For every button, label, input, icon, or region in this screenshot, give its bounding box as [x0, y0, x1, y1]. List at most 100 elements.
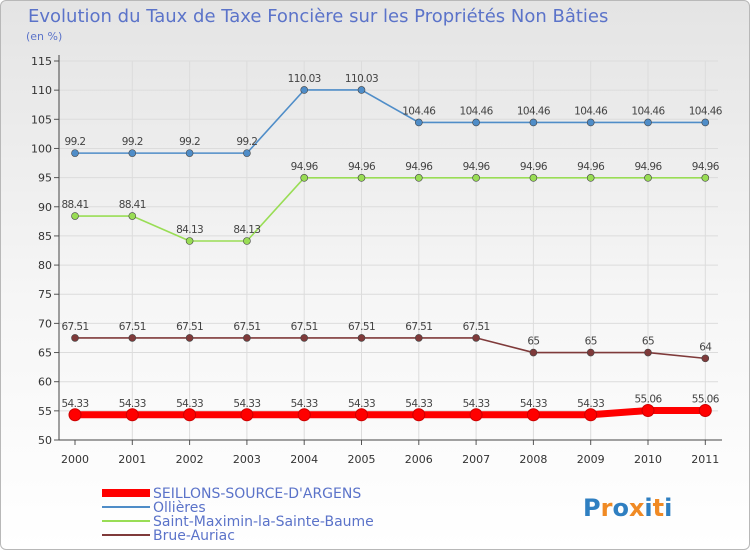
x-tick-label: 2000: [61, 453, 89, 466]
y-tick-label: 70: [38, 317, 52, 330]
data-point: [529, 174, 538, 182]
data-label: 84.13: [233, 224, 260, 236]
data-label: 104.46: [631, 105, 665, 117]
data-label: 65: [642, 336, 654, 348]
proxiti-logo: Proxiti: [583, 494, 672, 522]
data-point: [357, 86, 366, 94]
legend-label: SEILLONS-SOURCE-D'ARGENS: [153, 486, 361, 502]
data-label: 104.46: [574, 105, 608, 117]
y-tick-label: 90: [38, 201, 52, 214]
data-label: 94.96: [463, 161, 491, 173]
data-label: 110.03: [288, 73, 321, 85]
data-point: [701, 174, 710, 182]
data-point: [71, 212, 79, 220]
data-point: [414, 174, 423, 182]
data-label: 54.33: [233, 398, 260, 410]
data-label: 54.33: [520, 398, 547, 410]
y-tick-label: 55: [38, 405, 52, 418]
data-point: [185, 334, 194, 342]
y-tick-label: 110: [31, 84, 52, 97]
x-tick-label: 2002: [176, 453, 204, 466]
data-label: 99.2: [122, 136, 143, 148]
data-point: [701, 118, 710, 127]
data-point: [185, 237, 194, 245]
data-label: 65: [585, 336, 597, 348]
y-tick-label: 105: [31, 113, 52, 126]
data-point: [412, 408, 426, 422]
logo-letter: t: [653, 494, 664, 522]
data-label: 67.51: [61, 321, 88, 333]
data-point: [243, 237, 251, 245]
data-label: 67.51: [119, 321, 146, 333]
data-label: 67.51: [405, 321, 432, 333]
x-tick-label: 2009: [577, 453, 605, 466]
y-tick-label: 75: [38, 288, 52, 301]
y-tick-label: 85: [38, 230, 52, 243]
y-tick-label: 115: [31, 55, 52, 68]
axes: 50 55 60 65 70 75 80 85 90 95 100 105 110 115 2000 2001…: [31, 55, 722, 466]
data-label: 104.46: [689, 105, 723, 117]
data-point: [641, 403, 655, 417]
data-label: 67.51: [463, 321, 490, 333]
data-label: 55.06: [634, 393, 662, 405]
data-point: [71, 334, 79, 342]
data-label: 54.33: [291, 398, 318, 410]
logo-letter: r: [601, 494, 613, 522]
data-label: 94.96: [348, 161, 376, 173]
data-label: 54.33: [61, 398, 88, 410]
x-tick-label: 2004: [290, 453, 318, 466]
data-point: [586, 174, 595, 182]
data-label: 67.51: [348, 321, 375, 333]
x-tick-label: 2011: [691, 453, 719, 466]
data-label: 54.33: [463, 398, 490, 410]
data-point: [584, 408, 598, 422]
series-1: 99.2 99.2 99.2 99.2 110.03 110.03 104.46 104.46…: [65, 73, 723, 157]
data-point: [529, 348, 538, 357]
data-point: [300, 334, 309, 342]
data-label: 64: [699, 341, 712, 353]
data-label: 94.96: [692, 161, 720, 173]
y-tick-label: 100: [31, 142, 52, 155]
data-label: 94.96: [291, 161, 319, 173]
data-point: [357, 174, 366, 182]
data-label: 55.06: [692, 393, 720, 405]
data-point: [644, 118, 652, 127]
series-group: 67.51 67.51 67.51 67.51 67.51 67.51 67.51 67.51…: [61, 73, 723, 422]
data-label: 104.46: [460, 105, 494, 117]
data-point: [414, 334, 423, 342]
data-label: 94.96: [405, 161, 433, 173]
data-point: [644, 174, 652, 182]
data-label: 54.33: [405, 398, 432, 410]
x-tick-label: 2008: [519, 453, 547, 466]
logo-letter: i: [644, 494, 652, 522]
series-line: [71, 406, 709, 419]
data-point: [526, 408, 540, 422]
data-point: [355, 408, 368, 422]
data-label: 104.46: [402, 105, 436, 117]
data-point: [183, 408, 197, 422]
data-point: [185, 149, 194, 157]
data-label: 65: [527, 336, 539, 348]
data-point: [586, 118, 595, 127]
gridlines: [59, 60, 718, 440]
data-label: 67.51: [291, 321, 318, 333]
data-point: [297, 408, 311, 422]
x-tick-label: 2003: [233, 453, 261, 466]
unit-label: (en %): [26, 30, 62, 43]
data-label: 54.33: [176, 398, 203, 410]
data-point: [469, 408, 483, 422]
data-label: 67.51: [233, 321, 260, 333]
data-label: 110.03: [345, 73, 378, 85]
data-point: [243, 149, 251, 157]
legend-label: Brue-Auriac: [153, 528, 235, 544]
data-label: 54.33: [119, 398, 146, 410]
data-point: [68, 408, 82, 422]
data-point: [128, 149, 137, 157]
x-tick-label: 2010: [634, 453, 662, 466]
data-point: [698, 403, 712, 417]
data-point: [357, 334, 366, 342]
data-point: [529, 118, 538, 127]
series-line: [74, 89, 707, 154]
